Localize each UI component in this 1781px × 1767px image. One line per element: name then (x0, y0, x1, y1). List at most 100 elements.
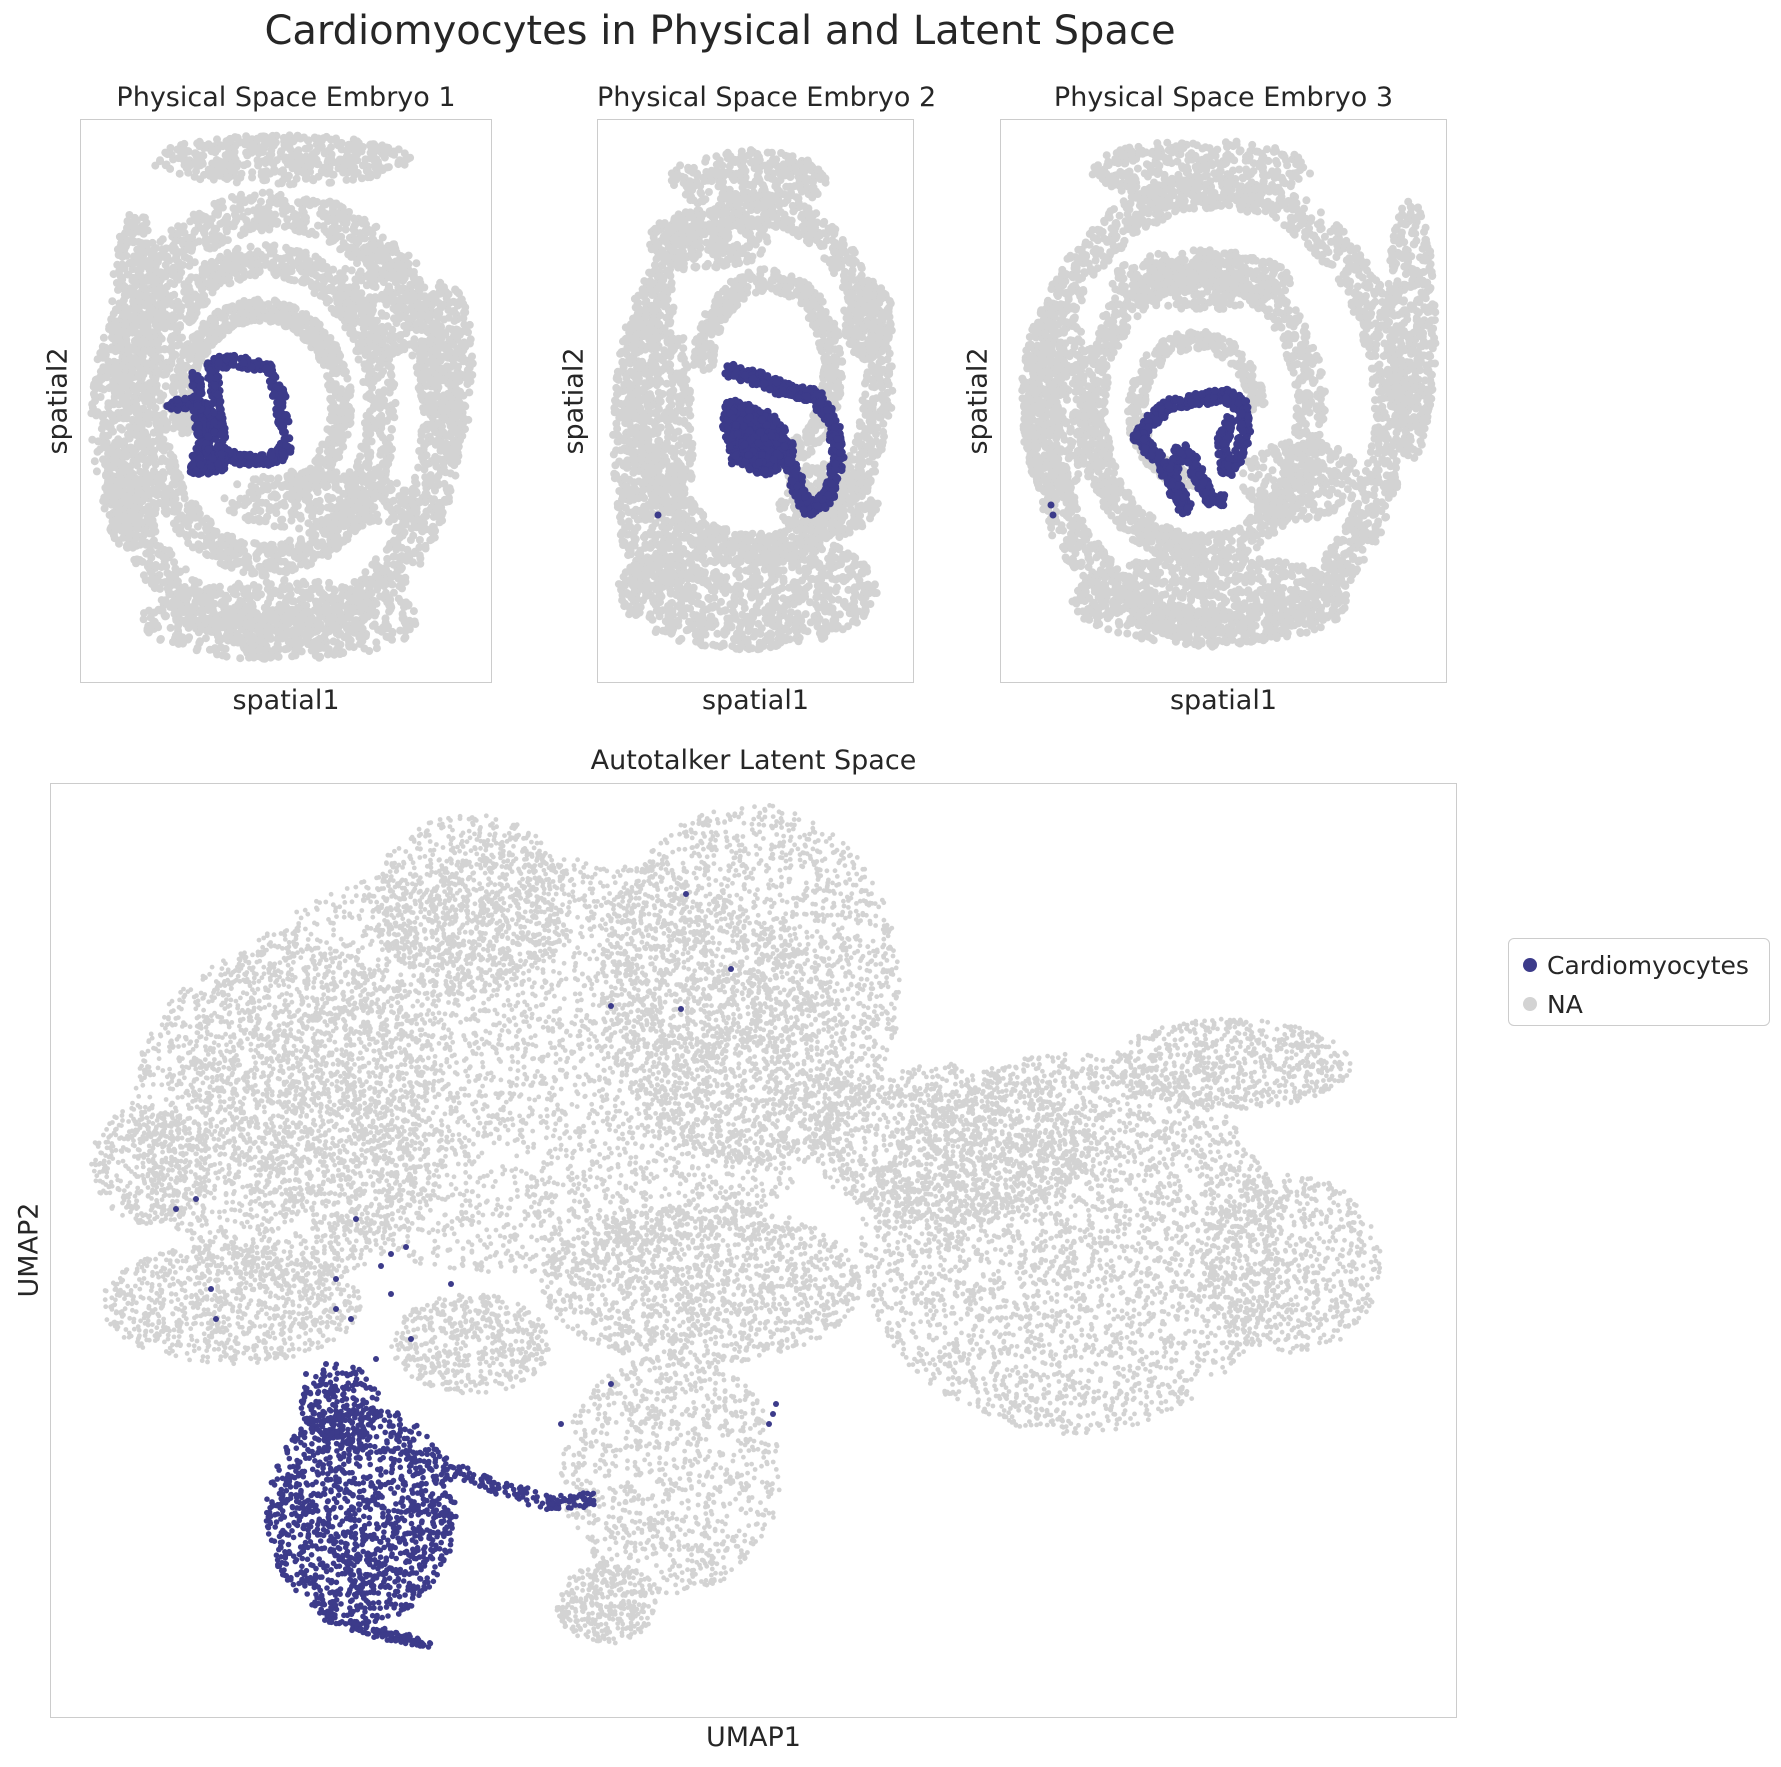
na-point (254, 159, 263, 167)
na-point (421, 541, 430, 550)
na-point (201, 224, 209, 233)
na-point (286, 180, 294, 189)
na-point (430, 421, 439, 430)
na-point (195, 639, 204, 647)
na-point (283, 137, 292, 146)
na-point (230, 210, 239, 219)
na-point (280, 222, 289, 231)
na-point (367, 589, 376, 598)
na-point (176, 302, 185, 311)
na-point (154, 549, 163, 558)
na-point (156, 499, 165, 508)
na-point (108, 411, 117, 420)
na-point (231, 133, 239, 142)
na-point (283, 174, 292, 183)
na-point (98, 413, 107, 422)
na-point (448, 413, 457, 422)
na-point (287, 276, 296, 284)
na-point (190, 577, 199, 585)
na-point (231, 247, 240, 255)
na-point (248, 168, 257, 177)
na-point (357, 588, 366, 597)
na-point (92, 467, 101, 476)
na-point (418, 342, 427, 351)
na-point (313, 627, 322, 635)
na-point (185, 286, 194, 295)
na-point (238, 212, 247, 221)
na-point (141, 239, 150, 248)
na-point (150, 245, 159, 254)
na-point (161, 382, 170, 391)
na-point (139, 615, 148, 624)
na-point (162, 369, 171, 377)
na-point (218, 651, 227, 660)
na-point (395, 582, 404, 591)
na-point (234, 138, 243, 147)
na-point (128, 366, 137, 374)
na-point (433, 350, 442, 359)
na-point (433, 381, 442, 390)
na-point (221, 614, 230, 623)
na-point (248, 569, 257, 578)
na-point (90, 457, 99, 466)
na-point (320, 286, 329, 295)
na-point (216, 539, 225, 548)
na-point (138, 352, 147, 361)
na-point (255, 215, 264, 224)
na-point (204, 626, 213, 635)
na-point (394, 145, 403, 154)
na-point (419, 423, 428, 432)
na-point (135, 405, 144, 414)
na-point (302, 174, 311, 183)
na-point (222, 224, 231, 233)
na-point (343, 147, 352, 156)
na-point (160, 507, 169, 516)
na-point (208, 260, 216, 269)
na-point (87, 409, 96, 418)
na-point (453, 344, 462, 353)
na-point (114, 435, 123, 444)
na-point (102, 471, 110, 480)
na-point (298, 278, 307, 287)
na-point (358, 143, 367, 151)
na-point (276, 148, 285, 157)
na-point (207, 147, 216, 156)
na-point (211, 614, 220, 623)
na-point (146, 457, 155, 466)
na-point (253, 612, 262, 621)
na-point (232, 635, 241, 644)
na-point (336, 629, 345, 638)
na-point (258, 188, 267, 197)
na-point (175, 169, 184, 178)
na-point (374, 159, 382, 168)
na-point (261, 159, 270, 168)
na-point (303, 588, 312, 597)
na-point (266, 588, 275, 597)
na-point (306, 162, 315, 171)
na-point (323, 650, 332, 659)
na-point (221, 214, 230, 223)
na-point (215, 582, 224, 591)
na-point (263, 560, 272, 568)
na-point (326, 135, 335, 144)
na-point (114, 332, 123, 341)
na-point (297, 615, 306, 624)
na-point (343, 607, 352, 616)
na-point (372, 644, 381, 653)
na-point (401, 633, 410, 642)
na-point (194, 277, 203, 286)
na-point (178, 333, 186, 342)
na-point (184, 539, 193, 548)
na-point (317, 588, 326, 597)
na-point (364, 227, 373, 236)
na-point (206, 171, 214, 180)
na-point (294, 198, 302, 207)
na-point (99, 439, 108, 448)
na-point (344, 593, 353, 601)
na-point (360, 574, 369, 583)
na-point (311, 578, 320, 587)
na-point (221, 561, 230, 570)
na-point (225, 173, 234, 182)
na-point (137, 423, 146, 432)
na-point (273, 640, 282, 649)
